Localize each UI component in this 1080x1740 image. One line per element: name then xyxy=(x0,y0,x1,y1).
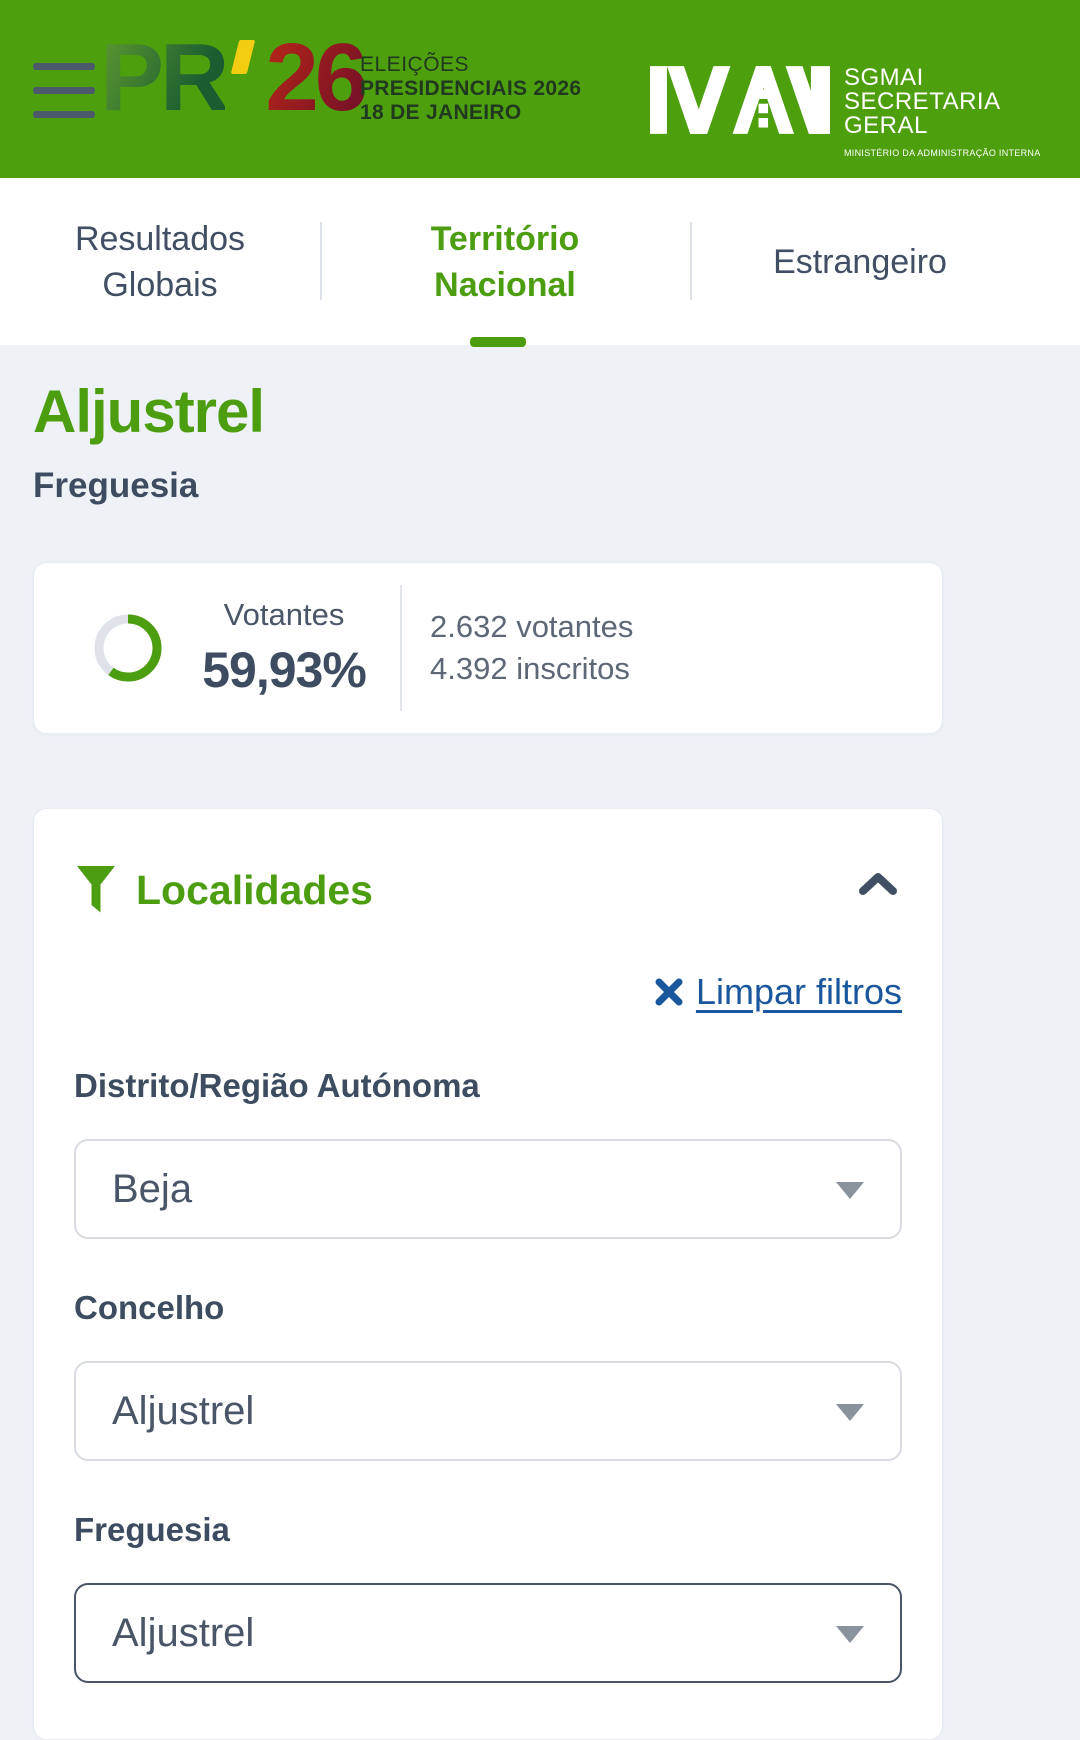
turnout-voters: 2.632 votantes xyxy=(430,609,634,644)
clear-filters-link[interactable]: Limpar filtros xyxy=(654,971,902,1013)
main-tabbar: Resultados Globais Território Nacional E… xyxy=(0,178,1080,347)
concelho-select[interactable]: Aljustrel xyxy=(74,1361,902,1461)
tab-resultados-globais[interactable]: Resultados Globais xyxy=(74,219,246,304)
freguesia-select[interactable]: Aljustrel xyxy=(74,1583,902,1683)
caret-down-icon xyxy=(836,1182,864,1199)
caret-down-icon xyxy=(836,1626,864,1643)
tab-territorio-nacional[interactable]: Território Nacional xyxy=(320,178,690,345)
pr26-logo-apostrophe xyxy=(231,40,256,74)
turnout-donut-progress xyxy=(94,614,162,682)
pr26-logo-pr: PR xyxy=(100,24,229,131)
clear-filters-label: Limpar filtros xyxy=(695,971,902,1012)
turnout-percent: 59,93% xyxy=(202,642,367,698)
field-label-freguesia: Freguesia xyxy=(74,1511,230,1548)
field-label-concelho: Concelho xyxy=(74,1289,225,1326)
turnout-registered: 4.392 inscritos xyxy=(430,651,630,686)
mai-mark-icon xyxy=(650,66,830,134)
chevron-up-icon[interactable] xyxy=(858,871,898,902)
main-content: Aljustrel Freguesia Votantes 59,93% 2.63… xyxy=(0,345,1080,1740)
x-cross-icon xyxy=(654,977,684,1007)
distrito-select[interactable]: Beja xyxy=(74,1139,902,1239)
sgmai-logo: SGMAI SECRETARIA GERAL MINISTÉRIO DA ADM… xyxy=(650,66,1041,165)
page-subtitle: Freguesia xyxy=(33,466,199,505)
menu-icon[interactable] xyxy=(33,63,95,118)
sgmai-text: SGMAI SECRETARIA GERAL MINISTÉRIO DA ADM… xyxy=(844,64,1041,159)
divider xyxy=(400,585,402,711)
app-header: PR 26 ELEIÇÕES PRESIDENCIAIS 2026 18 DE … xyxy=(0,0,1080,178)
election-info: ELEIÇÕES PRESIDENCIAIS 2026 18 DE JANEIR… xyxy=(360,53,582,124)
concelho-select-value: Aljustrel xyxy=(112,1388,255,1433)
tab-estrangeiro[interactable]: Estrangeiro xyxy=(690,178,1030,345)
caret-down-icon xyxy=(836,1404,864,1421)
distrito-select-value: Beja xyxy=(112,1166,193,1211)
filter-icon xyxy=(77,866,115,913)
filters-title: Localidades xyxy=(136,866,373,913)
turnout-donut-icon xyxy=(94,614,162,682)
turnout-card: Votantes 59,93% 2.632 votantes 4.392 ins… xyxy=(33,562,943,734)
filters-card: Localidades Limpar filtros Distrito/Regi… xyxy=(33,808,943,1740)
turnout-label: Votantes xyxy=(223,597,345,632)
pr26-logo-year: 26 xyxy=(265,24,368,131)
freguesia-select-value: Aljustrel xyxy=(112,1610,255,1655)
active-tab-underline xyxy=(470,337,526,347)
field-label-distrito: Distrito/Região Autónoma xyxy=(74,1067,480,1104)
page-title: Aljustrel xyxy=(33,378,265,445)
pr26-logo: PR 26 xyxy=(100,24,368,131)
